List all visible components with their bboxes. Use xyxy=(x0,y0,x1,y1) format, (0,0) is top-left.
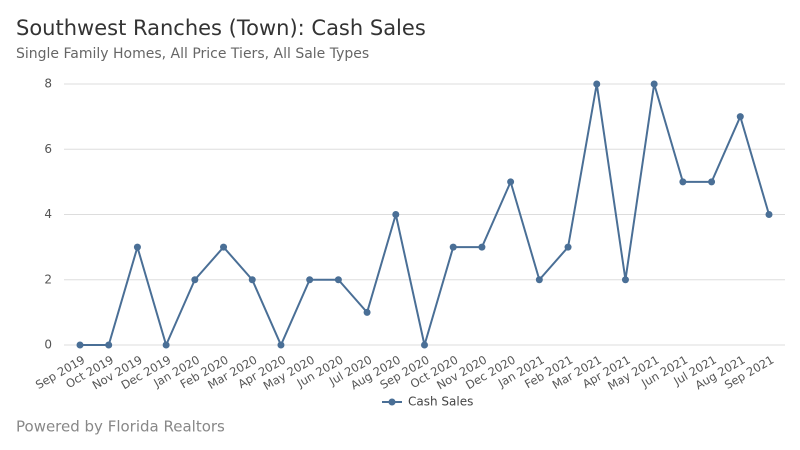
data-point xyxy=(363,308,371,316)
data-point xyxy=(191,276,199,284)
y-tick-label: 2 xyxy=(44,272,52,286)
data-point xyxy=(133,243,141,251)
data-point xyxy=(162,341,170,349)
data-point xyxy=(277,341,285,349)
data-point xyxy=(507,178,515,186)
data-point xyxy=(621,276,629,284)
chart-title: Southwest Ranches (Town): Cash Sales xyxy=(16,16,426,40)
data-point xyxy=(220,243,228,251)
data-point xyxy=(306,276,314,284)
data-point xyxy=(421,341,428,349)
data-point xyxy=(564,243,572,251)
y-tick-label: 8 xyxy=(44,77,52,91)
chart-subtitle: Single Family Homes, All Price Tiers, Al… xyxy=(16,46,369,62)
y-tick-label: 0 xyxy=(44,338,52,352)
data-point xyxy=(392,211,400,218)
data-point xyxy=(478,243,486,251)
data-point xyxy=(650,80,658,88)
legend-marker xyxy=(388,398,396,406)
data-point xyxy=(708,178,716,186)
data-point xyxy=(449,243,457,251)
data-point xyxy=(105,341,113,349)
data-point xyxy=(248,276,256,284)
y-tick-label: 6 xyxy=(44,142,52,156)
data-point xyxy=(535,276,543,284)
data-point xyxy=(334,276,342,284)
legend-label: Cash Sales xyxy=(408,395,473,409)
footer: Powered by Florida Realtors xyxy=(16,418,225,436)
data-point xyxy=(679,178,687,186)
y-tick-label: 4 xyxy=(44,207,52,221)
data-point xyxy=(593,80,601,88)
data-point xyxy=(736,113,744,121)
data-point xyxy=(765,211,773,218)
data-point xyxy=(76,341,84,349)
